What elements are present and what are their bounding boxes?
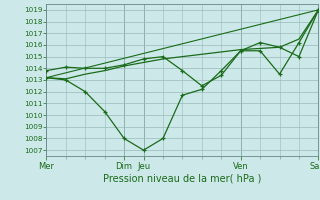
X-axis label: Pression niveau de la mer( hPa ): Pression niveau de la mer( hPa ): [103, 173, 261, 183]
